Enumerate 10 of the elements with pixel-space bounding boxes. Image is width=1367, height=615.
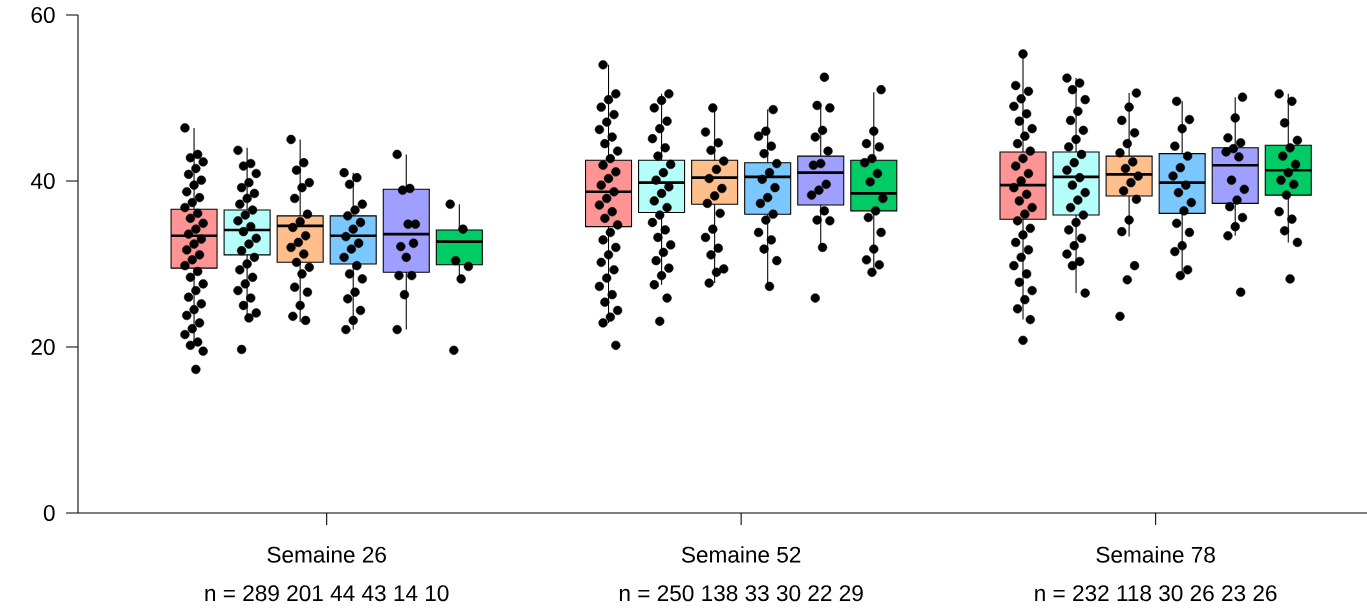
text: n = 250 138 33 30 22 29	[619, 585, 863, 602]
y-tick-label: 20	[31, 339, 55, 355]
text: n = 289 201 44 43 14 10	[205, 585, 449, 602]
y-tick-label: 0	[43, 505, 55, 521]
y-tick-label: 60	[31, 7, 55, 23]
x-tick-label: Semaine 52	[681, 546, 801, 563]
x-tick-label: Semaine 78	[1096, 546, 1215, 563]
text: n = 232 118 30 26 23 26	[1035, 585, 1277, 602]
x-tick-label: Semaine 26	[267, 546, 386, 563]
y-tick-label: 40	[30, 173, 55, 189]
